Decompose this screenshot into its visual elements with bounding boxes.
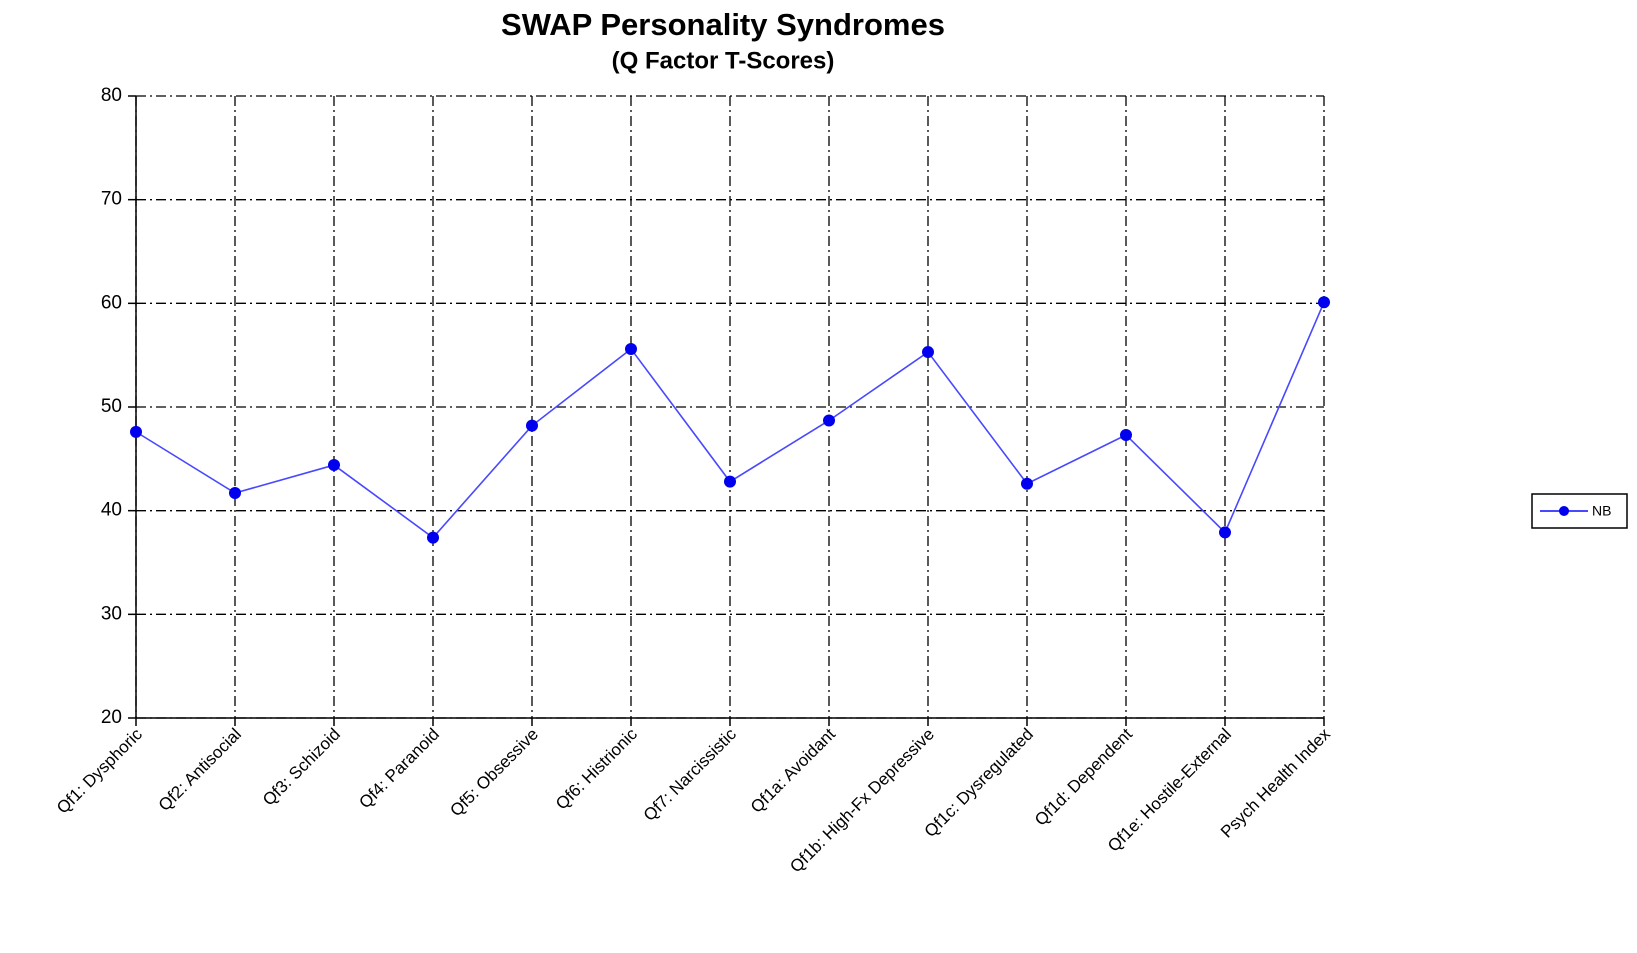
y-tick-label: 20 [101, 707, 122, 728]
data-point [1021, 477, 1033, 490]
data-point [328, 459, 340, 472]
y-tick-label: 60 [101, 292, 122, 313]
data-point [1318, 296, 1330, 309]
data-point [526, 419, 538, 432]
data-point [625, 342, 637, 355]
x-tick-label: Qf1c: Dysregulated [921, 725, 1037, 841]
x-tick-label: Qf4: Paranoid [355, 725, 443, 813]
legend-label: NB [1592, 503, 1611, 519]
legend-marker [1559, 506, 1569, 516]
x-tick-label: Qf5: Obsessive [446, 725, 542, 821]
x-tick-label: Qf1a: Avoidant [747, 724, 839, 816]
y-tick-label: 70 [101, 189, 122, 210]
chart-subtitle: (Q Factor T-Scores) [612, 47, 835, 74]
x-tick-label: Qf7: Narcissistic [640, 724, 741, 825]
y-tick-label: 30 [101, 603, 122, 624]
data-point [1120, 428, 1132, 441]
x-tick-label: Qf3: Schizoid [259, 725, 344, 810]
y-tick-label: 50 [101, 396, 122, 417]
data-point [724, 475, 736, 488]
y-tick-label: 80 [101, 85, 122, 106]
x-tick-label: Psych Health Index [1217, 724, 1334, 841]
chart-title: SWAP Personality Syndromes [501, 7, 945, 42]
x-tick-label: Qf6: Histrionic [552, 724, 641, 813]
x-tick-label: Qf1d: Dependent [1031, 724, 1136, 829]
data-point [1219, 526, 1231, 539]
x-tick-label: Qf2: Antisocial [155, 725, 245, 815]
x-tick-label: Qf1: Dysphoric [53, 724, 146, 817]
data-point [427, 531, 439, 544]
data-point [229, 487, 241, 500]
data-point [130, 425, 142, 438]
data-point [823, 414, 835, 427]
y-tick-label: 40 [101, 500, 122, 521]
data-point [922, 346, 934, 359]
